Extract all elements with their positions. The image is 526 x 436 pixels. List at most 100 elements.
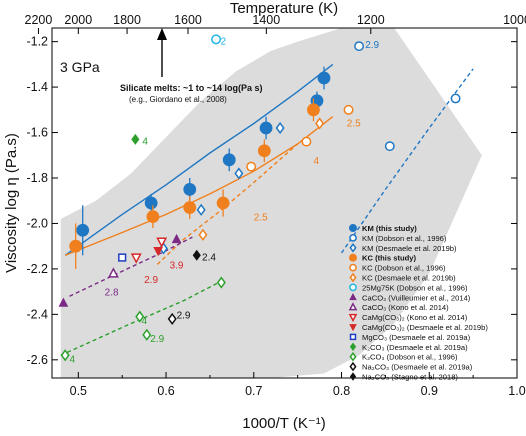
- legend-entry-10: CaMg(CO₃)₂ (Desmaele et al. 2019b): [362, 323, 488, 332]
- legend-entry-7: CaCO₃ (Vuilleumier et al., 2014): [362, 293, 471, 302]
- legend-entry-14: Na₂CO₃ (Desmaele et al. 2019a): [362, 363, 473, 372]
- data-point-s8-p0: [107, 267, 119, 278]
- data-point-s3-p4: [257, 144, 271, 158]
- legend-marker-11: [349, 333, 357, 341]
- fit-curve-5: [60, 281, 220, 356]
- x-tick-label-1: 0.6: [157, 384, 174, 398]
- legend: KM (this study)KM (Dobson et al., 1996)K…: [348, 223, 488, 382]
- y-tick-label-3: -1.8: [26, 171, 48, 185]
- data-point-s5-p0: [198, 228, 208, 241]
- y-tick-label-7: -2.6: [26, 353, 48, 367]
- data-point-s1-p1: [450, 93, 461, 104]
- top-tick-label-0: 2200: [25, 13, 53, 27]
- legend-marker-1: [349, 234, 357, 242]
- data-label-5: 4: [142, 137, 148, 148]
- data-point-s0-p4: [259, 121, 273, 135]
- data-point-s9-p0: [156, 237, 168, 248]
- legend-entry-11: MgCO₃ (Desmaele et al. 2019a): [362, 333, 471, 342]
- data-point-s4-p2: [343, 104, 354, 115]
- y-tick-label-0: -1.2: [26, 35, 48, 49]
- legend-entry-3: KC (this study): [362, 254, 416, 263]
- legend-entry-15: Na₂CO₃ (Stagno et al. 2018): [362, 373, 458, 382]
- annotation-ref: (e.g., Giordano et al., 2008): [129, 95, 227, 104]
- data-point-s6-p0: [211, 34, 222, 45]
- data-point-s7-p0: [58, 297, 69, 307]
- data-point-s14-p0: [167, 312, 177, 326]
- legend-marker-7: [349, 293, 357, 301]
- top-tick-label-3: 1600: [174, 13, 202, 27]
- data-label-6: 2.4: [202, 252, 216, 263]
- legend-entry-9: CaMg(CO₃)₂ (Kono et al. 2014): [362, 313, 468, 322]
- fit-curve-3: [156, 143, 299, 265]
- data-label-9: 2.8: [105, 288, 119, 299]
- legend-entry-6: 25Mg75K (Dobson et al., 1996): [362, 283, 468, 292]
- fit-curve-0: [64, 63, 334, 256]
- data-point-s7-p1: [171, 233, 182, 244]
- data-label-4: 2.5: [254, 213, 268, 224]
- data-point-s3-p3: [216, 196, 230, 210]
- x-tick-label-2: 0.7: [245, 384, 262, 398]
- y-axis-title: Viscosity log η (Pa.s): [3, 133, 20, 273]
- data-point-s4-p0: [246, 161, 257, 172]
- annotation-text: Silicate melts: ~1 to ~14 log(Pa s): [120, 83, 263, 93]
- legend-entry-8: CaCO₃ (Kono et al. 2014): [362, 303, 449, 312]
- top-tick-label-2: 1800: [113, 13, 141, 27]
- data-point-s9-p1: [130, 253, 142, 264]
- legend-marker-15: [349, 372, 357, 381]
- legend-entry-5: KC (Desmaele et al. 2019b): [362, 274, 456, 283]
- grey-band: [60, 28, 482, 378]
- data-point-s3-p5: [307, 103, 320, 117]
- annotation-arrow: [157, 28, 167, 77]
- data-label-8: 2.9: [144, 275, 158, 286]
- y-tick-label-6: -2.4: [26, 307, 48, 321]
- y-tick-label-4: -2.0: [26, 216, 48, 230]
- data-point-s11-p0: [118, 253, 127, 262]
- data-point-s2-p1: [196, 203, 206, 216]
- data-point-s15-p0: [192, 249, 201, 261]
- data-point-s5-p1: [315, 117, 325, 130]
- data-label-1: 2: [220, 37, 226, 48]
- top-tick-label-5: 1200: [357, 13, 385, 27]
- legend-marker-10: [349, 324, 357, 332]
- data-point-s13-p2: [142, 328, 152, 341]
- legend-marker-6: [349, 283, 357, 292]
- data-point-s10-p0: [153, 246, 164, 257]
- legend-marker-2: [349, 242, 357, 253]
- legend-entry-13: K₂CO₃ (Dobson et al., 1996): [362, 353, 458, 362]
- y-tick-label-5: -2.2: [26, 262, 48, 276]
- legend-entry-2: KM (Desmaele et al. 2019b): [362, 244, 457, 253]
- top-tick-label-1: 2000: [64, 13, 92, 27]
- data-point-s0-p2: [183, 182, 197, 196]
- data-point-s3-p2: [183, 201, 197, 214]
- legend-marker-5: [349, 272, 357, 283]
- legend-marker-0: [348, 223, 357, 232]
- top-tick-label-6: 1000: [503, 13, 526, 27]
- data-point-s0-p0: [76, 223, 90, 237]
- data-label-10: 2.9: [177, 310, 191, 321]
- data-label-3: 4: [313, 156, 319, 167]
- top-axis-title: Temperature (K): [230, 0, 338, 17]
- data-point-s2-p2: [234, 167, 244, 180]
- top-tick-label-4: 1400: [252, 13, 280, 27]
- data-label-13: 2.9: [150, 334, 164, 345]
- data-point-s13-p3: [216, 276, 226, 289]
- data-point-s1-p2: [354, 41, 365, 52]
- pressure-label: 3 GPa: [60, 59, 100, 75]
- data-point-s0-p1: [144, 196, 158, 210]
- data-point-s1-p0: [384, 141, 395, 152]
- y-tick-label-2: -1.6: [26, 126, 48, 140]
- data-label-12: 4: [141, 316, 147, 327]
- y-tick-label-1: -1.4: [26, 80, 48, 94]
- legend-marker-12: [349, 342, 357, 352]
- data-point-s3-p0: [69, 239, 83, 253]
- x-axis-title: 1000/T (K⁻¹): [242, 415, 326, 432]
- data-point-s0-p3: [222, 153, 236, 167]
- data-point-s4-p1: [301, 136, 312, 147]
- x-tick-label-3: 0.8: [333, 384, 350, 398]
- x-tick-label-0: 0.5: [70, 384, 87, 398]
- legend-entry-4: KC (Dobson et al., 1996): [362, 264, 446, 273]
- data-point-s13-p1: [135, 310, 145, 323]
- data-label-7: 3.9: [170, 260, 184, 271]
